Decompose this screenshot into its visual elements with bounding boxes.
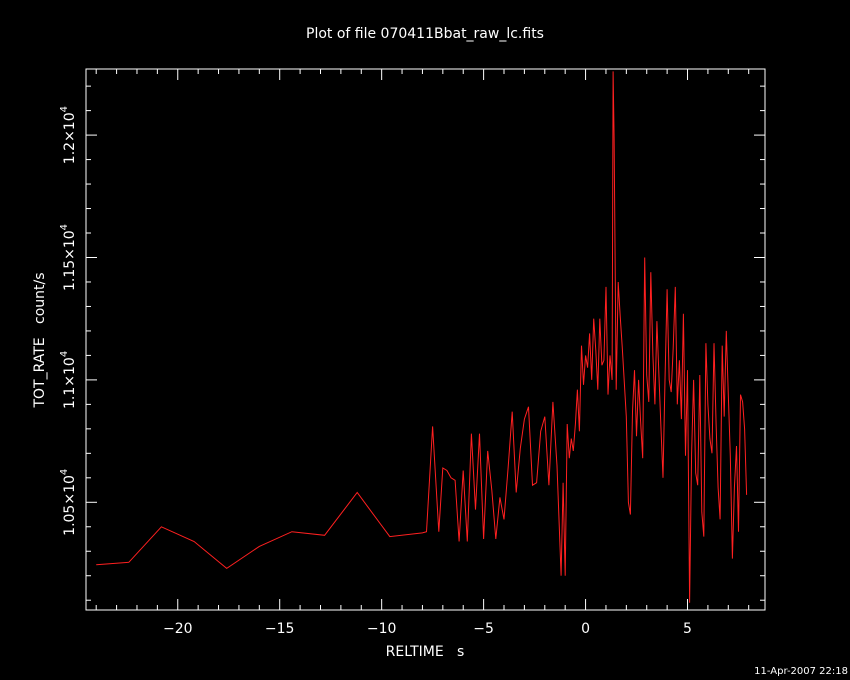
plot-timestamp: 11-Apr-2007 22:18 <box>754 666 848 677</box>
plot-frame <box>85 68 766 611</box>
y-axis-label: TOT_RATE count/s <box>32 272 48 408</box>
y-tick-mantissa: 1.1×10 <box>62 357 78 409</box>
chart-title: Plot of file 070411Bbat_raw_lc.fits <box>306 26 544 42</box>
y-tick-label: 1.2×104 <box>59 106 78 164</box>
y-tick-exponent: 4 <box>59 106 70 112</box>
x-tick-label: 0 <box>581 621 590 637</box>
y-tick-exponent: 4 <box>59 469 70 475</box>
x-axis-label: RELTIME s <box>386 644 465 660</box>
y-tick-mantissa: 1.15×10 <box>62 230 78 291</box>
x-tick-group: −20 −15 −10 −5 0 5 <box>95 69 750 637</box>
x-tick-label: −5 <box>473 621 494 637</box>
y-tick-exponent: 4 <box>59 224 70 230</box>
rate-series-line <box>96 71 748 603</box>
y-tick-label: 1.05×104 <box>59 469 78 536</box>
x-tick-label: −15 <box>265 621 295 637</box>
x-tick-label: 5 <box>683 621 692 637</box>
y-tick-mantissa: 1.2×10 <box>62 112 78 164</box>
y-tick-exponent: 4 <box>59 351 70 357</box>
y-tick-mantissa: 1.05×10 <box>62 475 78 536</box>
y-tick-label: 1.1×104 <box>59 351 78 409</box>
x-tick-label: −20 <box>163 621 193 637</box>
x-tick-label: −10 <box>367 621 397 637</box>
y-tick-label: 1.15×104 <box>59 224 78 291</box>
